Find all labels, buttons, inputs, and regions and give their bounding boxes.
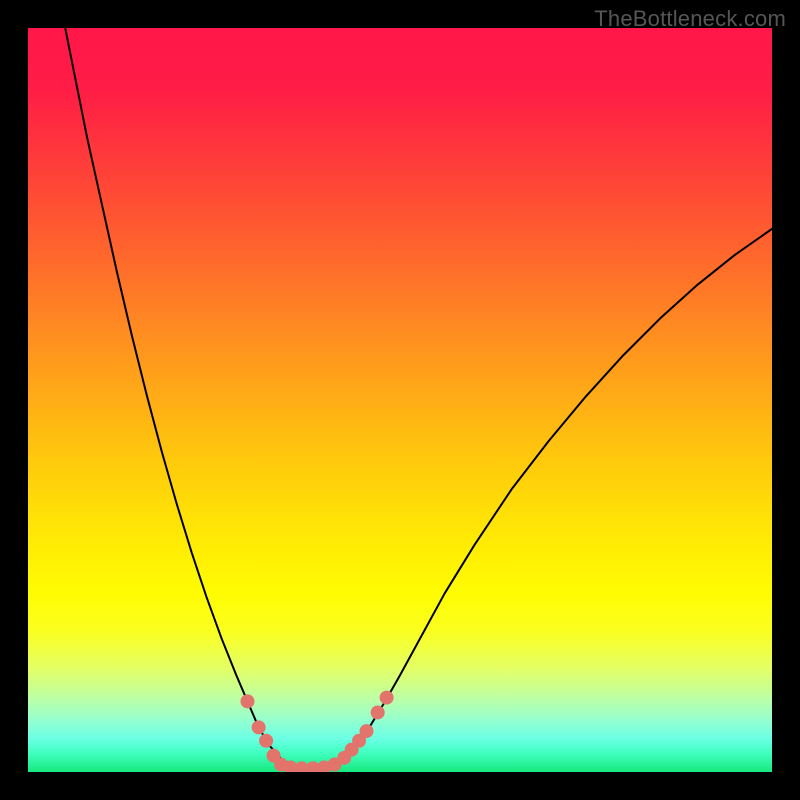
- scatter-marker: [252, 720, 266, 734]
- figure-root: TheBottleneck.com: [0, 0, 800, 800]
- gradient-background: [28, 28, 772, 772]
- scatter-marker: [259, 734, 273, 748]
- chart-svg: [28, 28, 772, 772]
- scatter-marker: [371, 705, 385, 719]
- scatter-marker: [380, 691, 394, 705]
- plot-area: [28, 28, 772, 772]
- scatter-marker: [240, 694, 254, 708]
- scatter-marker: [360, 724, 374, 738]
